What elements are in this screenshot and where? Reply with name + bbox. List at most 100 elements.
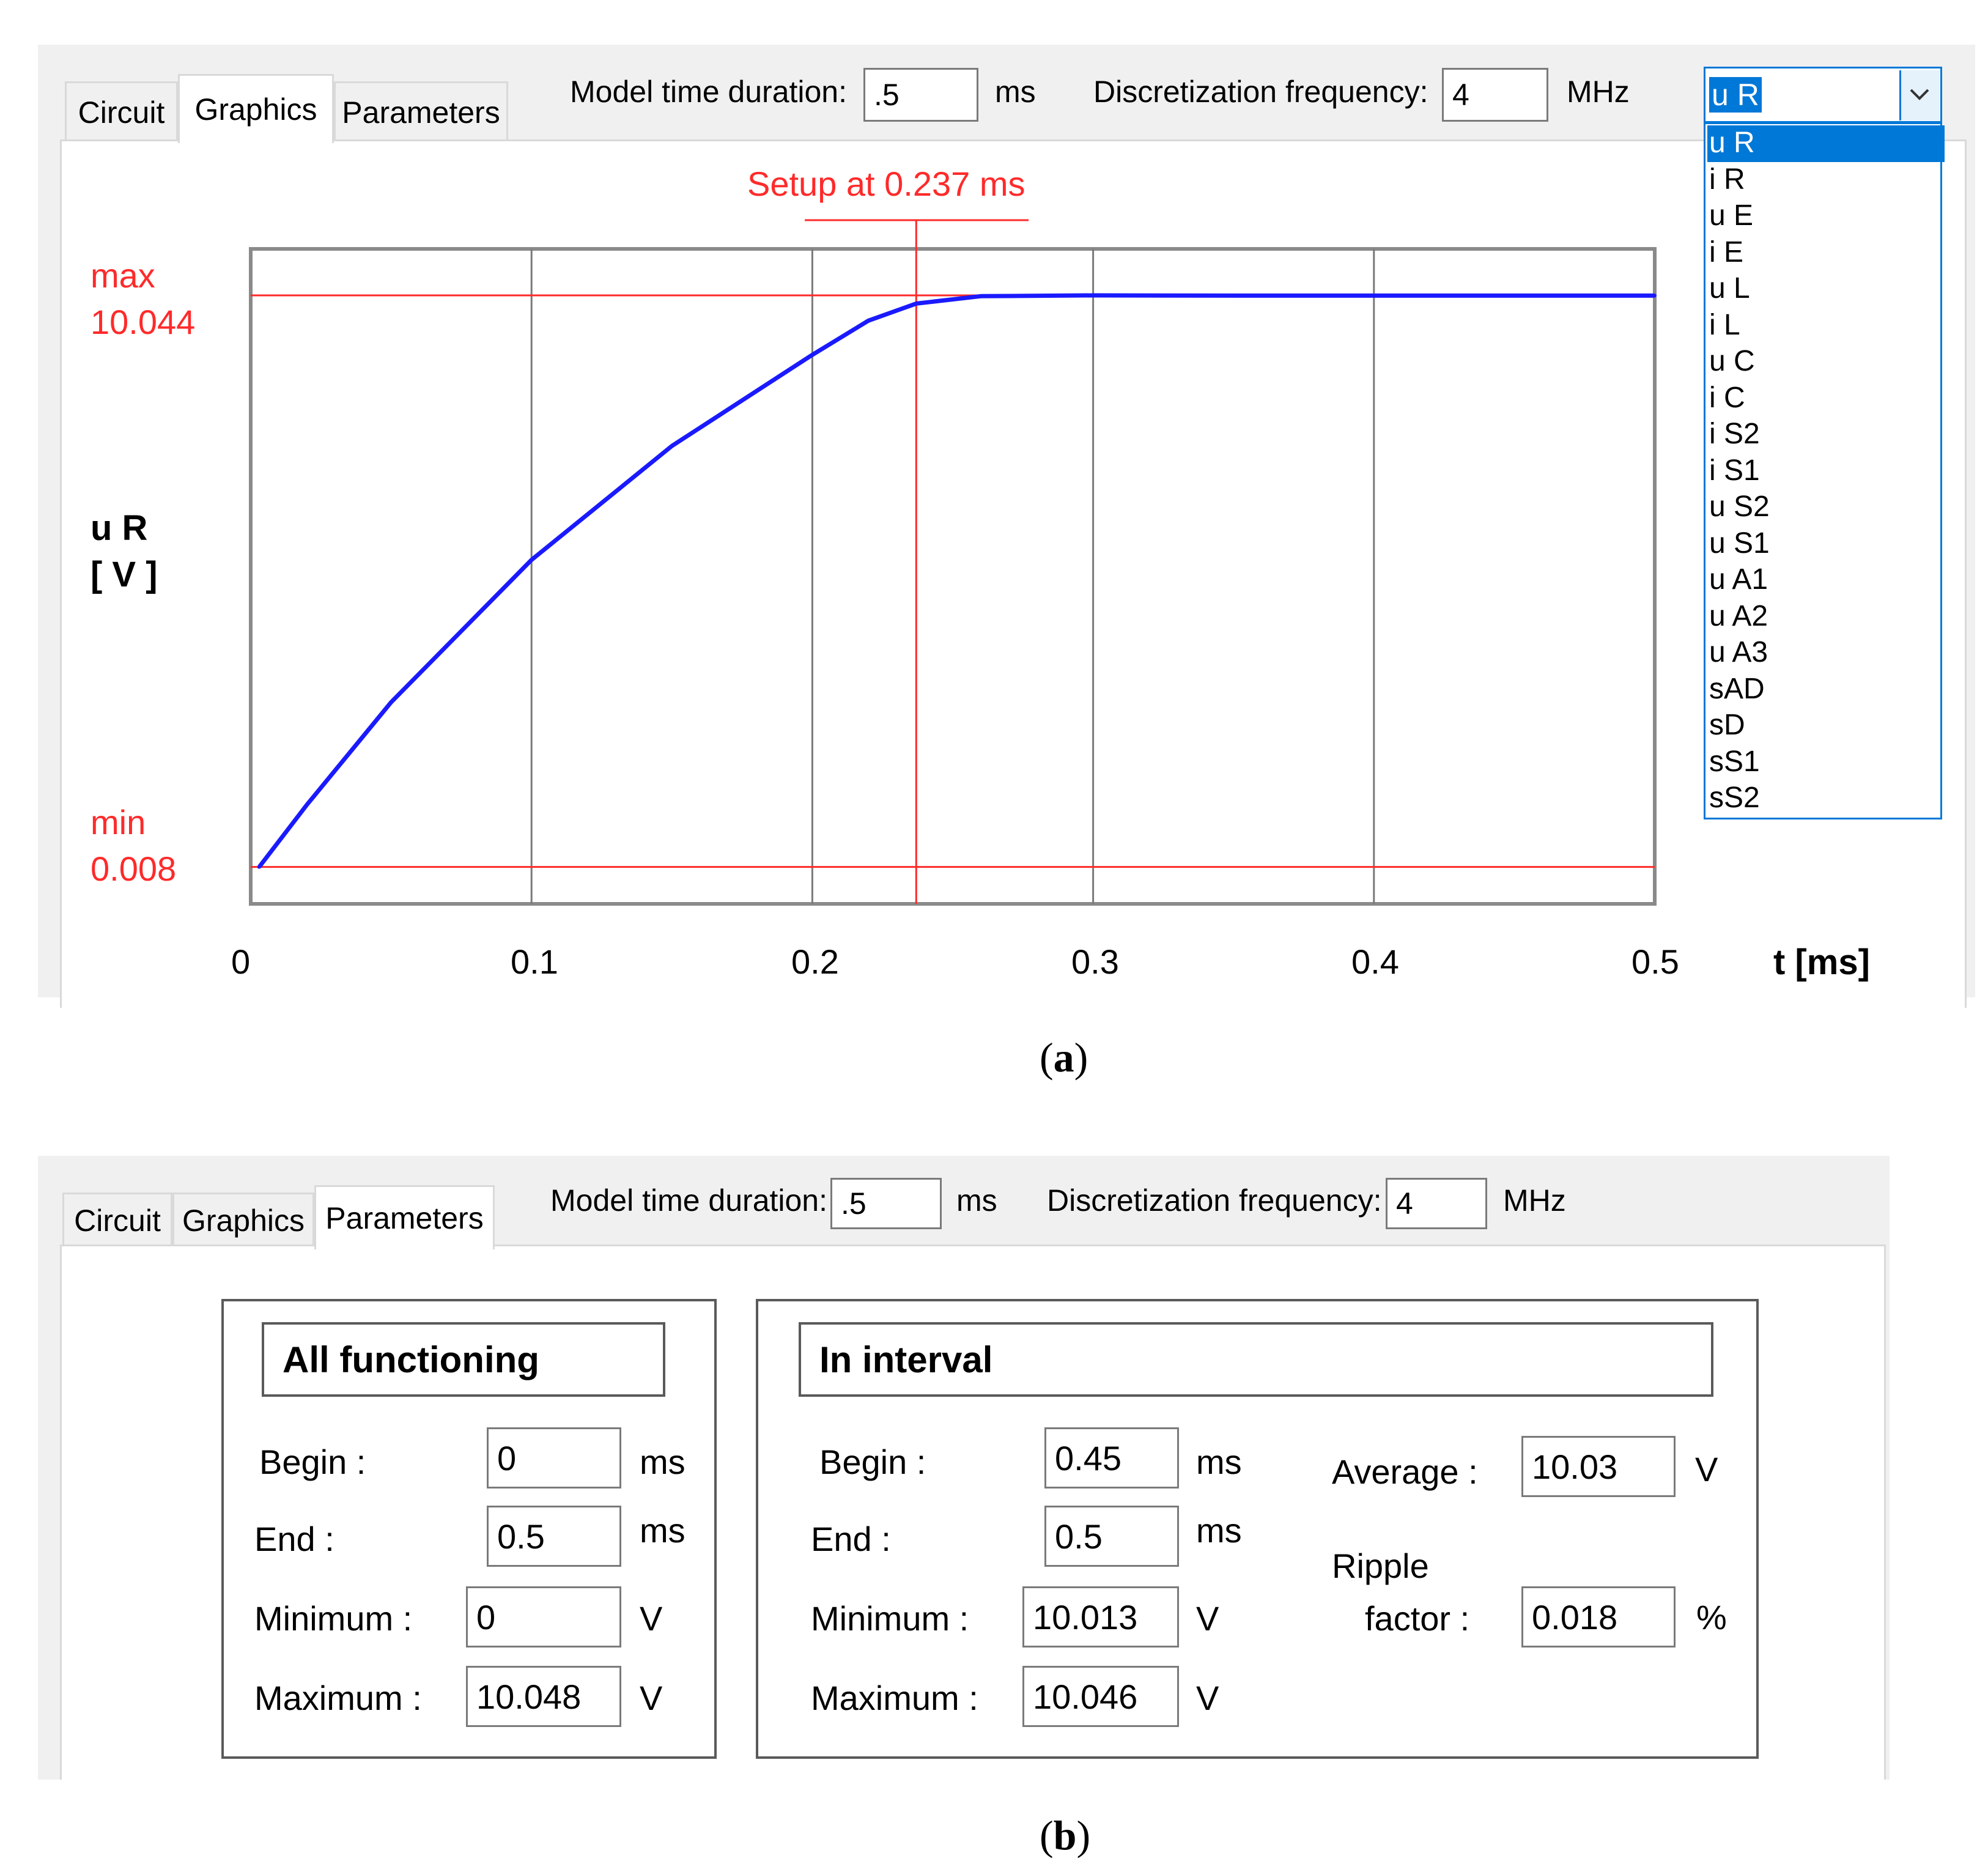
- af-end-label: End :: [254, 1520, 334, 1558]
- caption-b-letter: b: [1053, 1812, 1077, 1858]
- ii-min-unit: V: [1196, 1599, 1219, 1638]
- af-end-input[interactable]: 0.5: [487, 1506, 621, 1567]
- signal-option[interactable]: sD: [1709, 709, 1745, 741]
- in-interval-title: In interval: [799, 1322, 1713, 1397]
- disc-freq-label: Discretization frequency:: [1093, 75, 1428, 109]
- af-begin-label: Begin :: [259, 1443, 366, 1481]
- af-end-unit: ms: [640, 1511, 685, 1550]
- x-tick-label: 0.1: [511, 942, 558, 981]
- ii-end-input[interactable]: 0.5: [1044, 1506, 1179, 1567]
- disc-freq-input[interactable]: 4: [1386, 1178, 1487, 1229]
- caption-a: (a): [1040, 1034, 1088, 1081]
- signal-option[interactable]: i S1: [1709, 454, 1760, 487]
- signal-option[interactable]: i C: [1709, 381, 1745, 414]
- ii-ripple-label-line2: factor :: [1365, 1599, 1470, 1638]
- y-axis-label-line2: [ V ]: [91, 555, 158, 594]
- u-r-data-point: [530, 558, 534, 562]
- u-r-data-point: [389, 700, 393, 705]
- signal-option[interactable]: i R: [1709, 163, 1745, 196]
- ii-begin-input[interactable]: 0.45: [1044, 1427, 1179, 1489]
- x-tick-label: 0.5: [1631, 942, 1679, 981]
- signal-option[interactable]: u S1: [1709, 527, 1770, 560]
- signal-option[interactable]: sS2: [1709, 782, 1760, 814]
- chart-area: Setup at 0.237 ms max 10.044 min 0.008 u…: [91, 165, 1870, 982]
- caption-b: (b): [1040, 1812, 1091, 1858]
- signal-option[interactable]: i S2: [1709, 418, 1760, 450]
- x-tick-label: 0.2: [791, 942, 839, 981]
- u-r-data-point: [1512, 294, 1517, 298]
- disc-freq-label: Discretization frequency:: [1047, 1183, 1382, 1218]
- x-axis-label: t [ms]: [1773, 942, 1870, 982]
- chart-plot: [249, 219, 1657, 906]
- max-value: 10.044: [91, 303, 196, 341]
- af-min-unit: V: [640, 1599, 663, 1638]
- af-max-input[interactable]: 10.048: [466, 1666, 621, 1727]
- ii-max-input[interactable]: 10.046: [1022, 1666, 1179, 1727]
- u-r-data-point: [810, 353, 815, 357]
- u-r-data-point: [867, 319, 871, 323]
- ii-average-label: Average :: [1332, 1452, 1478, 1491]
- u-r-data-point: [1232, 294, 1236, 298]
- ii-begin-label: Begin :: [819, 1443, 926, 1481]
- signal-option[interactable]: u C: [1709, 345, 1755, 377]
- ii-begin-unit: ms: [1196, 1443, 1242, 1481]
- signal-option[interactable]: i L: [1709, 308, 1740, 341]
- ii-min-label: Minimum :: [811, 1599, 969, 1638]
- af-min-label: Minimum :: [254, 1599, 413, 1638]
- u-r-data-point: [1372, 294, 1376, 298]
- af-max-unit: V: [640, 1679, 663, 1717]
- ii-min-input[interactable]: 10.013: [1022, 1586, 1179, 1648]
- tab-circuit[interactable]: Circuit: [62, 1193, 172, 1246]
- ii-ripple-label-line1: Ripple: [1332, 1547, 1429, 1585]
- model-time-unit: ms: [956, 1183, 997, 1218]
- signal-option[interactable]: u A2: [1709, 599, 1768, 632]
- caption-a-letter: a: [1053, 1034, 1074, 1081]
- ii-average-input[interactable]: 10.03: [1521, 1436, 1676, 1497]
- u-r-data-point: [305, 802, 309, 807]
- ii-ripple-input[interactable]: 0.018: [1521, 1586, 1676, 1648]
- max-label: max: [91, 256, 155, 295]
- af-min-input[interactable]: 0: [466, 1586, 621, 1648]
- tab-parameters[interactable]: Parameters: [314, 1185, 495, 1249]
- signal-option[interactable]: u R: [1707, 125, 1945, 162]
- model-time-label: Model time duration:: [550, 1183, 828, 1218]
- min-label: min: [91, 803, 146, 841]
- disc-freq-unit: MHz: [1503, 1183, 1566, 1218]
- u-r-data-point: [1653, 294, 1657, 298]
- chevron-down-icon[interactable]: [1899, 70, 1940, 120]
- y-axis-label-line1: u R: [91, 508, 148, 548]
- ii-max-unit: V: [1196, 1679, 1219, 1717]
- tab-circuit[interactable]: Circuit: [65, 81, 178, 141]
- x-tick-label: 0.4: [1351, 942, 1399, 981]
- model-time-input[interactable]: .5: [830, 1178, 942, 1229]
- disc-freq-unit: MHz: [1567, 75, 1630, 109]
- u-r-data-point: [978, 294, 983, 298]
- signal-option[interactable]: u S2: [1709, 490, 1770, 523]
- signal-option[interactable]: u E: [1709, 199, 1754, 232]
- af-begin-input[interactable]: 0: [487, 1427, 621, 1489]
- x-tick-label: 0: [231, 942, 251, 981]
- u-r-data-point: [257, 865, 261, 869]
- disc-freq-input[interactable]: 4: [1442, 68, 1548, 122]
- signal-option[interactable]: sS1: [1709, 745, 1760, 778]
- u-r-data-point: [914, 301, 918, 306]
- u-r-series-line: [257, 293, 1655, 868]
- model-time-input[interactable]: .5: [863, 68, 978, 122]
- tab-graphics[interactable]: Graphics: [178, 74, 334, 143]
- signal-option[interactable]: u L: [1709, 272, 1750, 305]
- af-max-label: Maximum :: [254, 1679, 422, 1717]
- ii-ripple-unit: %: [1696, 1598, 1727, 1636]
- tab-graphics[interactable]: Graphics: [172, 1193, 314, 1246]
- u-r-data-point: [1091, 293, 1095, 297]
- tab-parameters[interactable]: Parameters: [334, 81, 508, 141]
- signal-option[interactable]: u A1: [1709, 563, 1768, 596]
- x-tick-label: 0.3: [1071, 942, 1119, 981]
- all-functioning-title: All functioning: [262, 1322, 665, 1397]
- af-begin-unit: ms: [640, 1443, 685, 1481]
- signal-option[interactable]: sAD: [1709, 672, 1765, 705]
- u-r-data-point: [670, 444, 674, 448]
- signal-option[interactable]: i E: [1709, 235, 1744, 268]
- ii-end-label: End :: [811, 1520, 891, 1558]
- signal-option[interactable]: u A3: [1709, 636, 1768, 668]
